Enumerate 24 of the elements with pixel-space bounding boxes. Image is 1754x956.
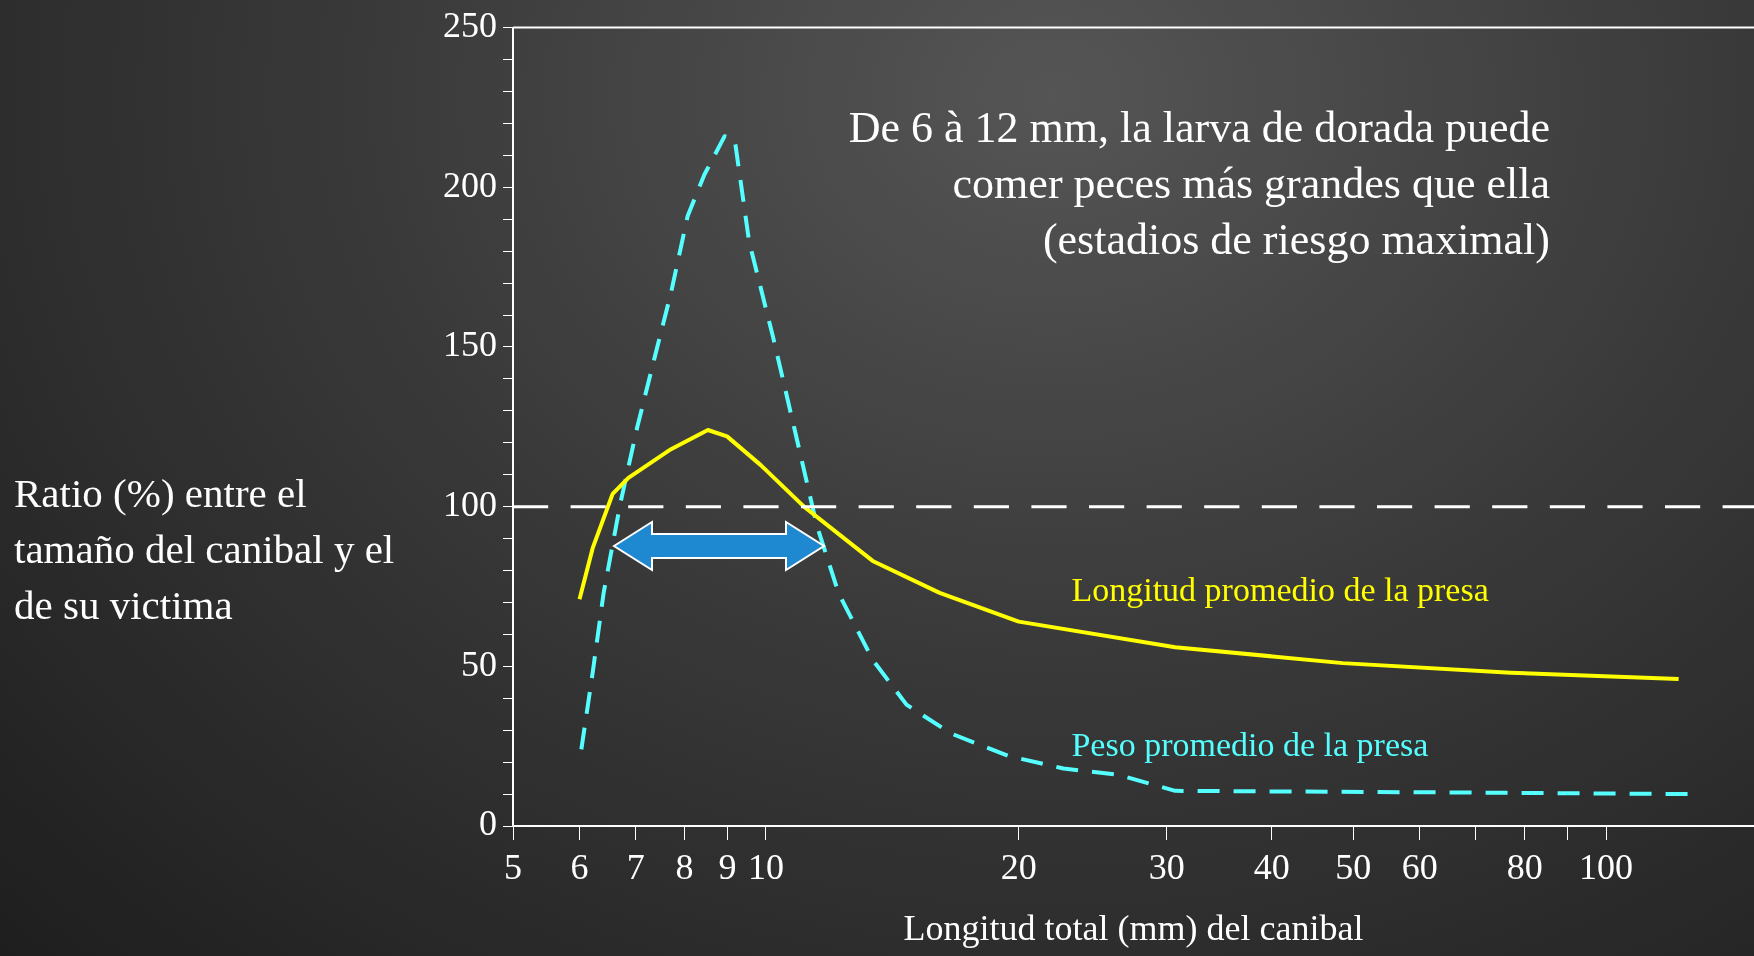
x-axis-title: Longitud total (mm) del canibal <box>903 907 1364 948</box>
x-tick-label: 100 <box>1579 847 1634 888</box>
x-tick-label: 10 <box>747 847 784 888</box>
x-tick-label: 5 <box>504 847 522 888</box>
x-tick-label: 80 <box>1506 847 1543 888</box>
y-tick-label: 50 <box>461 643 497 684</box>
series-label: Peso promedio de la presa <box>1071 725 1429 763</box>
series-label: Longitud promedio de la presa <box>1071 571 1489 609</box>
y-axis-title: Ratio (%) entre el tamaño del canibal y el de su victima <box>14 469 396 630</box>
x-tick-label: 30 <box>1148 847 1185 888</box>
x-tick-label: 60 <box>1401 847 1438 888</box>
y-tick-label: 150 <box>443 324 497 365</box>
y-tick-label: 200 <box>443 164 497 205</box>
x-tick-label: 50 <box>1335 847 1372 888</box>
y-tick-label: 250 <box>443 5 497 46</box>
y-tick-label: 0 <box>479 803 497 844</box>
x-tick-label: 20 <box>1000 847 1037 888</box>
annotation: De 6 à 12 mm, la larva de dorada puede comer peces más grandes que ella (estadios de riesgo maximal) <box>847 102 1550 266</box>
x-tick-label: 6 <box>570 847 589 888</box>
x-tick-label: 8 <box>675 847 694 888</box>
x-tick-label: 40 <box>1253 847 1290 888</box>
x-tick-label: 9 <box>718 847 737 888</box>
y-tick-label: 100 <box>443 484 497 525</box>
x-tick-label: 7 <box>626 847 645 888</box>
